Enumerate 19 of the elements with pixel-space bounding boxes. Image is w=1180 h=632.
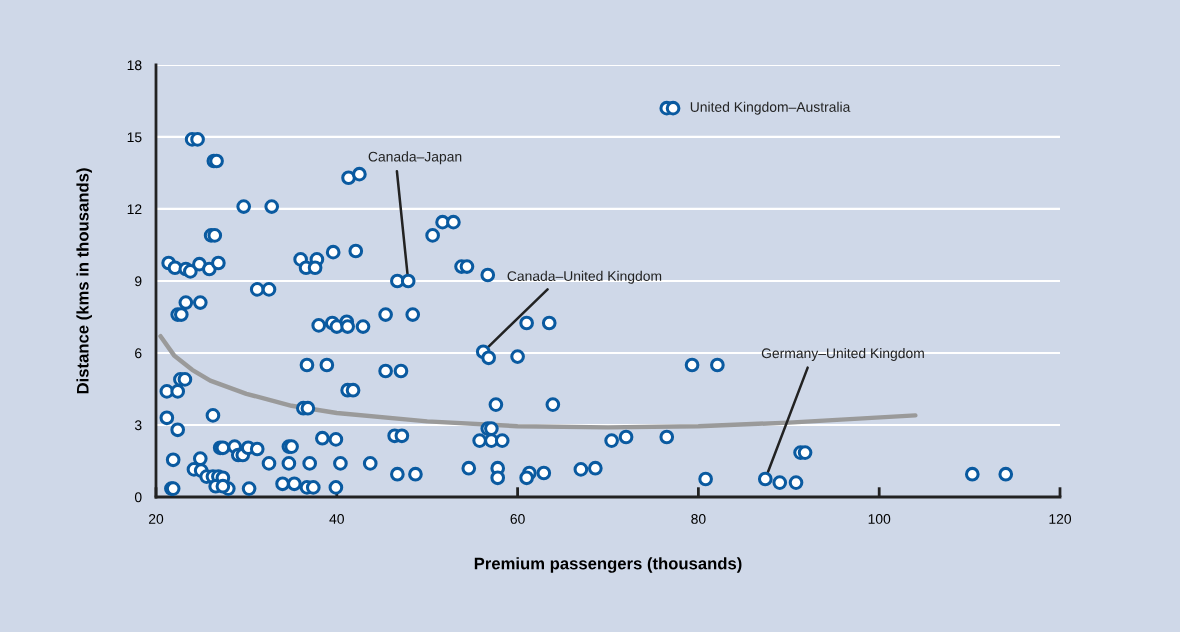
annotation: United Kingdom–Australia bbox=[690, 101, 851, 115]
x-tick-label: 40 bbox=[329, 514, 344, 524]
annotation: Canada–Japan bbox=[368, 151, 462, 165]
annotation: Canada–United Kingdom bbox=[507, 270, 662, 284]
y-axis-title: Distance (kms in thousands) bbox=[76, 168, 92, 394]
y-tick-label: 18 bbox=[127, 60, 142, 71]
y-tick-label: 0 bbox=[134, 492, 142, 503]
x-tick-label: 60 bbox=[510, 514, 525, 524]
y-tick-label: 12 bbox=[127, 204, 142, 215]
y-tick-label: 3 bbox=[134, 420, 142, 431]
x-tick-label: 120 bbox=[1049, 514, 1072, 524]
y-tick-label: 9 bbox=[135, 276, 142, 287]
x-tick-label: 20 bbox=[148, 514, 164, 524]
x-tick-label: 80 bbox=[691, 514, 706, 524]
x-axis-title: Premium passengers (thousands) bbox=[474, 557, 742, 573]
y-tick-label: 15 bbox=[127, 132, 142, 143]
y-tick-label: 6 bbox=[135, 348, 142, 359]
x-tick-label: 100 bbox=[868, 514, 891, 524]
annotation: Germany–United Kingdom bbox=[761, 348, 924, 361]
